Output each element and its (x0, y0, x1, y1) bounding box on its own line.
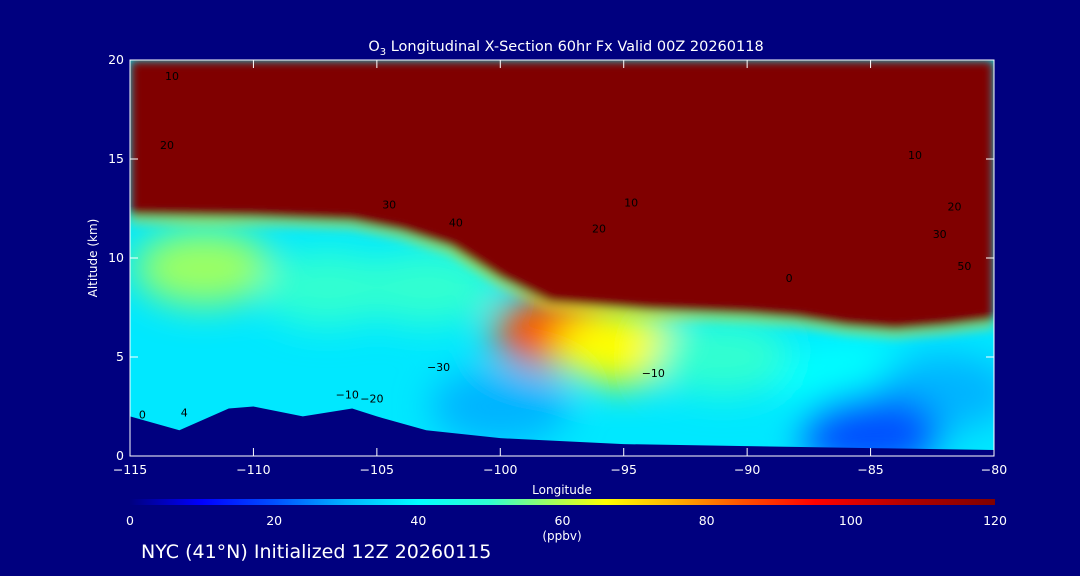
run-info-footer: NYC (41°N) Initialized 12Z 20260115 (141, 541, 492, 563)
terrain (130, 406, 994, 456)
contour-label: 20 (160, 139, 174, 152)
contour-label: 40 (449, 216, 463, 229)
y-tick-label: 15 (108, 151, 124, 166)
colorbar-tick-label: 80 (699, 513, 715, 528)
y-axis: 0 5 10 15 20 (108, 52, 994, 463)
title-prefix: O (368, 39, 379, 55)
contour-label: 10 (165, 70, 179, 83)
x-tick-label: −110 (236, 462, 270, 477)
contour-label: 20 (592, 222, 606, 235)
x-axis: −115 −110 −105 −100 −95 −90 −85 −80 (113, 60, 1007, 477)
ozone-field-blob (652, 319, 793, 395)
colorbar-tick-label: 20 (266, 513, 282, 528)
stratospheric-ozone-region (130, 60, 994, 330)
ozone-field-blob (134, 229, 275, 306)
y-axis-label: Altitude (km) (86, 219, 100, 298)
colorbar-tick-label: 0 (126, 513, 134, 528)
contour-label: 0 (786, 272, 793, 285)
chart-title: O3 Longitudinal X-Section 60hr Fx Valid … (368, 39, 763, 58)
x-tick-label: −105 (360, 462, 394, 477)
contour-label: −20 (360, 393, 383, 406)
troposphere-field (134, 229, 994, 456)
colorbar (130, 499, 995, 505)
colorbar-tick-label: 100 (839, 513, 863, 528)
y-tick-label: 20 (108, 52, 124, 67)
contour-label: −10 (336, 389, 359, 402)
stratosphere-group (130, 60, 994, 339)
contour-label: 50 (957, 260, 971, 273)
tropopause-edge (130, 217, 994, 339)
contour-label: 0 (139, 408, 146, 421)
x-tick-label: −85 (857, 462, 883, 477)
contour-label: −10 (642, 367, 665, 380)
x-tick-label: −115 (113, 462, 147, 477)
x-axis-label: Longitude (532, 483, 592, 497)
ozone-field-blob (430, 368, 571, 445)
colorbar-tick-label: 60 (555, 513, 571, 528)
colorbar-ticks: 0 20 40 60 80 100 120 (126, 513, 1007, 528)
contour-label: 30 (933, 228, 947, 241)
contour-label: 20 (948, 200, 962, 213)
contour-label: −30 (427, 361, 450, 374)
x-tick-label: −100 (483, 462, 517, 477)
y-tick-label: 0 (116, 448, 124, 463)
contour-label: 4 (181, 406, 188, 419)
x-tick-label: −90 (734, 462, 760, 477)
contour-label: 30 (382, 199, 396, 212)
ozone-field-blob (356, 249, 497, 326)
title-text: Longitudinal X-Section 60hr Fx Valid 00Z… (386, 39, 764, 55)
colorbar-unit: (ppbv) (542, 529, 581, 543)
colorbar-tick-label: 120 (983, 513, 1007, 528)
contour-label: 10 (624, 197, 638, 210)
title-subscript: 3 (380, 47, 386, 58)
y-tick-label: 10 (108, 250, 124, 265)
colorbar-tick-label: 40 (410, 513, 426, 528)
ozone-field-blob (800, 394, 941, 456)
y-tick-label: 5 (116, 349, 124, 364)
x-tick-label: −80 (981, 462, 1007, 477)
x-tick-label: −95 (611, 462, 637, 477)
contour-label: 10 (908, 149, 922, 162)
ozone-field-blob (257, 249, 398, 326)
